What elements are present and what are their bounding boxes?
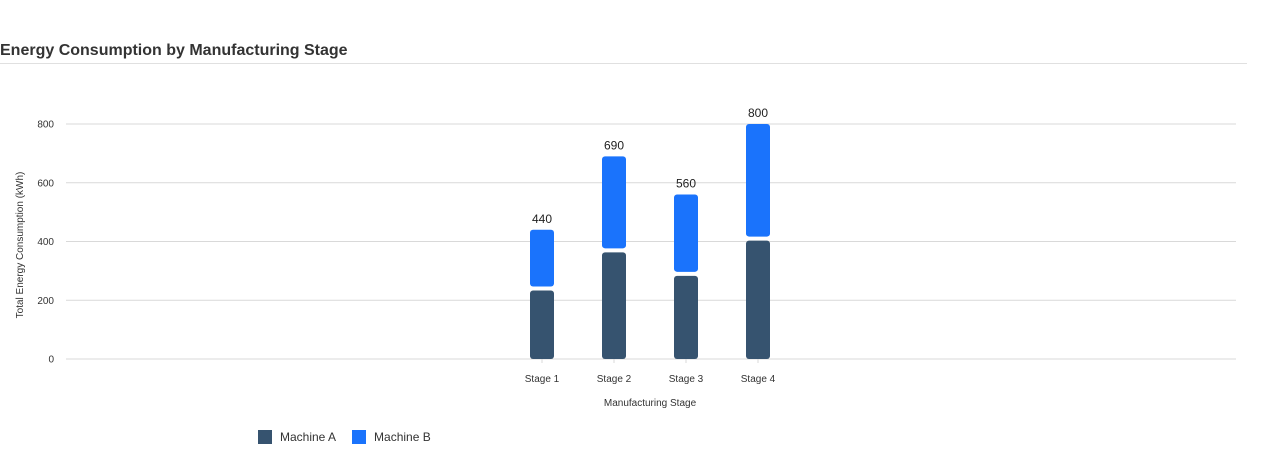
x-tick-label-stage-1: Stage 1: [525, 374, 560, 385]
title-divider: [0, 63, 1247, 64]
chart-title: Energy Consumption by Manufacturing Stag…: [0, 42, 348, 59]
bar-machine-a-stage-3: [674, 275, 698, 359]
legend-label-machine-b: Machine B: [374, 430, 431, 444]
legend: Machine A Machine B: [258, 430, 447, 444]
x-tick-label-stage-4: Stage 4: [741, 374, 776, 385]
y-tick-label-800: 800: [37, 120, 54, 131]
legend-label-machine-a: Machine A: [280, 430, 337, 444]
x-tick-label-stage-2: Stage 2: [597, 374, 632, 385]
bar-machine-a-stage-1: [530, 290, 554, 359]
y-tick-label-200: 200: [37, 296, 54, 307]
total-label-stage-4: 800: [748, 106, 768, 120]
x-axis-label: Manufacturing Stage: [604, 398, 697, 409]
bar-machine-b-stage-4: [746, 124, 770, 237]
y-tick-label-400: 400: [37, 237, 54, 248]
total-label-stage-3: 560: [676, 177, 696, 191]
legend-item-machine-a[interactable]: Machine A: [258, 430, 336, 444]
x-tick-label-stage-3: Stage 3: [669, 374, 704, 385]
bar-machine-b-stage-1: [530, 229, 554, 287]
bar-machine-b-stage-2: [602, 156, 626, 249]
y-tick-label-600: 600: [37, 178, 54, 189]
legend-item-machine-b[interactable]: Machine B: [352, 430, 431, 444]
total-label-stage-1: 440: [532, 212, 552, 226]
bar-machine-a-stage-4: [746, 240, 770, 359]
bar-machine-b-stage-3: [674, 194, 698, 272]
y-axis-label: Total Energy Consumption (kWh): [15, 172, 26, 319]
y-tick-label-0: 0: [48, 355, 54, 366]
total-label-stage-2: 690: [604, 138, 624, 152]
legend-swatch-machine-a: [258, 430, 272, 444]
legend-swatch-machine-b: [352, 430, 367, 444]
bar-machine-a-stage-2: [602, 252, 626, 359]
